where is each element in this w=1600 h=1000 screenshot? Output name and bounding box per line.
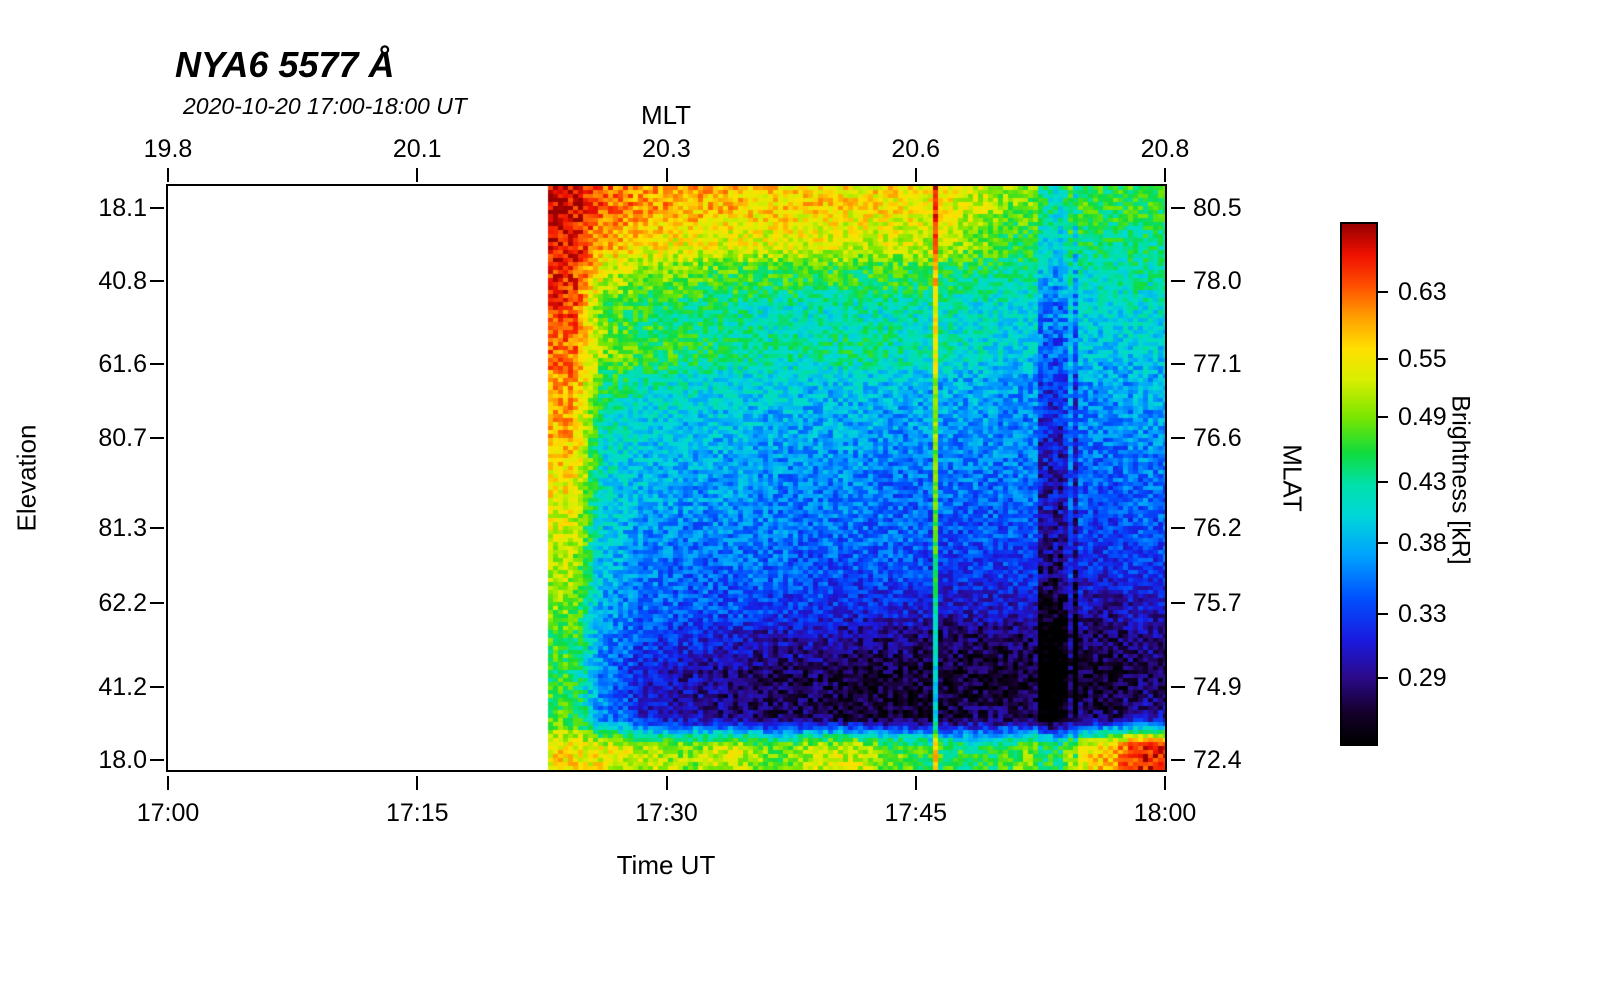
colorbar-gradient xyxy=(1342,224,1376,744)
time-tick-mark xyxy=(665,776,668,790)
chart-title: NYA6 5577 Å xyxy=(175,44,395,85)
mlat-tick-mark xyxy=(1171,207,1185,210)
colorbar-tick-mark xyxy=(1378,480,1388,483)
colorbar-tick-mark xyxy=(1378,612,1388,615)
elevation-tick-mark xyxy=(150,759,164,762)
plot-area xyxy=(166,184,1167,772)
mlat-tick-mark xyxy=(1171,686,1185,689)
mlat-tick-label: 75.7 xyxy=(1193,588,1242,617)
elevation-tick-label: 41.2 xyxy=(98,673,147,702)
colorbar-tick-mark xyxy=(1378,358,1388,361)
time-tick-label: 17:00 xyxy=(136,799,200,827)
time-tick-mark xyxy=(416,776,419,790)
bottom-axis-label-time: Time UT xyxy=(616,850,716,880)
colorbar-label: Brightness [kR] xyxy=(1446,395,1475,565)
elevation-tick-label: 18.0 xyxy=(98,746,147,775)
elevation-tick-label: 61.6 xyxy=(98,350,147,379)
time-tick-label: 17:15 xyxy=(385,799,449,827)
mlat-tick-label: 72.4 xyxy=(1193,746,1242,775)
elevation-tick-label: 81.3 xyxy=(98,514,147,543)
time-tick-label: 18:00 xyxy=(1133,799,1197,827)
colorbar xyxy=(1340,222,1378,746)
colorbar-tick-label: 0.63 xyxy=(1398,277,1447,306)
elevation-tick-mark xyxy=(150,601,164,604)
mlat-tick-mark xyxy=(1171,436,1185,439)
mlat-tick-mark xyxy=(1171,759,1185,762)
colorbar-tick-mark xyxy=(1378,290,1388,293)
mlat-tick-label: 77.1 xyxy=(1193,350,1242,379)
colorbar-tick-mark xyxy=(1378,676,1388,679)
mlt-tick-mark xyxy=(416,168,419,182)
heatmap-canvas xyxy=(168,186,1165,770)
elevation-tick-label: 80.7 xyxy=(98,423,147,452)
elevation-tick-mark xyxy=(150,363,164,366)
colorbar-tick-label: 0.43 xyxy=(1398,467,1447,496)
time-tick-mark xyxy=(914,776,917,790)
mlt-tick-label: 20.6 xyxy=(891,135,941,163)
mlt-tick-mark xyxy=(665,168,668,182)
colorbar-tick-mark xyxy=(1378,542,1388,545)
mlat-tick-mark xyxy=(1171,527,1185,530)
elevation-tick-mark xyxy=(150,207,164,210)
mlt-tick-label: 20.1 xyxy=(392,135,442,163)
elevation-tick-mark xyxy=(150,527,164,530)
elevation-tick-label: 18.1 xyxy=(98,194,147,223)
mlat-tick-mark xyxy=(1171,363,1185,366)
elevation-tick-mark xyxy=(150,280,164,283)
mlt-tick-label: 20.8 xyxy=(1140,135,1190,163)
time-tick-mark xyxy=(167,776,169,790)
elevation-tick-label: 40.8 xyxy=(98,267,147,296)
mlat-tick-label: 80.5 xyxy=(1193,194,1242,223)
right-axis-label-mlat: MLAT xyxy=(1277,444,1308,512)
elevation-tick-label: 62.2 xyxy=(98,588,147,617)
colorbar-tick-label: 0.33 xyxy=(1398,599,1447,628)
elevation-tick-mark xyxy=(150,436,164,439)
mlat-tick-label: 76.2 xyxy=(1193,514,1242,543)
colorbar-tick-label: 0.38 xyxy=(1398,529,1447,558)
colorbar-tick-label: 0.29 xyxy=(1398,663,1447,692)
time-tick-mark xyxy=(1164,776,1166,790)
mlat-tick-label: 76.6 xyxy=(1193,423,1242,452)
mlt-tick-mark xyxy=(1164,168,1166,182)
elevation-tick-mark xyxy=(150,686,164,689)
mlt-tick-mark xyxy=(914,168,917,182)
mlat-tick-label: 74.9 xyxy=(1193,673,1242,702)
time-tick-label: 17:30 xyxy=(635,799,698,827)
chart-subtitle: 2020-10-20 17:00-18:00 UT xyxy=(183,93,467,119)
colorbar-tick-label: 0.49 xyxy=(1398,402,1447,431)
mlt-tick-mark xyxy=(167,168,169,182)
time-tick-label: 17:45 xyxy=(884,799,948,827)
mlat-tick-mark xyxy=(1171,601,1185,604)
top-axis-label-mlt: MLT xyxy=(640,100,692,130)
mlat-tick-label: 78.0 xyxy=(1193,267,1242,296)
left-axis-label-elevation: Elevation xyxy=(11,424,42,532)
colorbar-tick-mark xyxy=(1378,415,1388,418)
colorbar-tick-label: 0.55 xyxy=(1398,345,1447,374)
mlt-tick-label: 20.3 xyxy=(642,135,691,163)
mlt-tick-label: 19.8 xyxy=(143,135,193,163)
mlat-tick-mark xyxy=(1171,280,1185,283)
